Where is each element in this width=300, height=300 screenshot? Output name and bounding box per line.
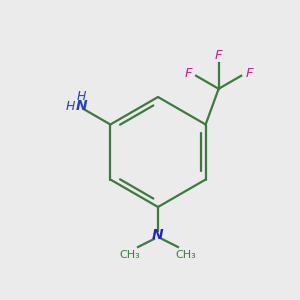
Text: CH₃: CH₃ <box>176 250 197 260</box>
Text: N: N <box>152 228 164 242</box>
Text: N: N <box>76 100 87 113</box>
Text: H: H <box>77 90 86 103</box>
Text: F: F <box>184 67 192 80</box>
Text: CH₃: CH₃ <box>120 250 140 260</box>
Text: F: F <box>245 67 253 80</box>
Text: H: H <box>66 100 75 113</box>
Text: F: F <box>215 49 222 62</box>
